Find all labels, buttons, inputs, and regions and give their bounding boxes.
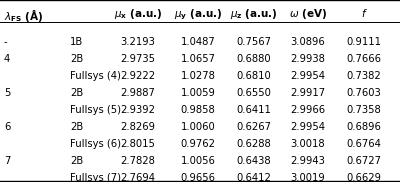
Text: 1.0056: 1.0056 xyxy=(180,156,216,166)
Text: 3.2193: 3.2193 xyxy=(120,37,156,47)
Text: 0.9762: 0.9762 xyxy=(180,139,216,149)
Text: 1.0487: 1.0487 xyxy=(181,37,215,47)
Text: Fullsys (7): Fullsys (7) xyxy=(70,173,121,182)
Text: -: - xyxy=(4,37,8,47)
Text: 2B: 2B xyxy=(70,54,83,64)
Text: 2.9954: 2.9954 xyxy=(290,122,326,132)
Text: $\mu_{\mathregular{z}}$ (a.u.): $\mu_{\mathregular{z}}$ (a.u.) xyxy=(230,7,278,21)
Text: 0.6288: 0.6288 xyxy=(237,139,271,149)
Text: 0.9111: 0.9111 xyxy=(346,37,382,47)
Text: 1.0060: 1.0060 xyxy=(181,122,215,132)
Text: 0.6629: 0.6629 xyxy=(346,173,382,182)
Text: 0.7666: 0.7666 xyxy=(346,54,382,64)
Text: 0.6896: 0.6896 xyxy=(346,122,382,132)
Text: $\omega$ (eV): $\omega$ (eV) xyxy=(289,7,327,21)
Text: 0.6550: 0.6550 xyxy=(236,88,272,98)
Text: 0.6727: 0.6727 xyxy=(346,156,382,166)
Text: 5: 5 xyxy=(4,88,10,98)
Text: 2B: 2B xyxy=(70,156,83,166)
Text: 2.7694: 2.7694 xyxy=(120,173,156,182)
Text: 1.0059: 1.0059 xyxy=(180,88,216,98)
Text: Fullsys (5): Fullsys (5) xyxy=(70,105,121,115)
Text: 2.9943: 2.9943 xyxy=(290,156,326,166)
Text: 2.9917: 2.9917 xyxy=(290,88,326,98)
Text: 6: 6 xyxy=(4,122,10,132)
Text: 3.0019: 3.0019 xyxy=(291,173,325,182)
Text: $\mu_{\mathregular{x}}$ (a.u.): $\mu_{\mathregular{x}}$ (a.u.) xyxy=(114,7,162,21)
Text: 2B: 2B xyxy=(70,88,83,98)
Text: 2.9392: 2.9392 xyxy=(120,105,156,115)
Text: 2.9954: 2.9954 xyxy=(290,71,326,81)
Text: 0.6411: 0.6411 xyxy=(236,105,272,115)
Text: 2.9966: 2.9966 xyxy=(290,105,326,115)
Text: 0.7358: 0.7358 xyxy=(347,105,381,115)
Text: $f$: $f$ xyxy=(360,7,368,19)
Text: 2.9938: 2.9938 xyxy=(290,54,326,64)
Text: 0.9656: 0.9656 xyxy=(180,173,216,182)
Text: 1.0657: 1.0657 xyxy=(180,54,216,64)
Text: 0.6412: 0.6412 xyxy=(236,173,272,182)
Text: 1B: 1B xyxy=(70,37,83,47)
Text: $\mu_{\mathregular{y}}$ (a.u.): $\mu_{\mathregular{y}}$ (a.u.) xyxy=(174,7,222,22)
Text: 3.0018: 3.0018 xyxy=(291,139,325,149)
Text: 2.8015: 2.8015 xyxy=(120,139,156,149)
Text: 2.9222: 2.9222 xyxy=(120,71,156,81)
Text: 0.7382: 0.7382 xyxy=(347,71,381,81)
Text: 2.8269: 2.8269 xyxy=(120,122,156,132)
Text: 0.6267: 0.6267 xyxy=(236,122,272,132)
Text: $\lambda_{\mathregular{FS}}$ (Å): $\lambda_{\mathregular{FS}}$ (Å) xyxy=(4,7,43,24)
Text: 3.0896: 3.0896 xyxy=(291,37,325,47)
Text: 4: 4 xyxy=(4,54,10,64)
Text: 0.6438: 0.6438 xyxy=(237,156,271,166)
Text: 2.9735: 2.9735 xyxy=(120,54,156,64)
Text: 1.0278: 1.0278 xyxy=(180,71,216,81)
Text: 0.6764: 0.6764 xyxy=(346,139,382,149)
Text: 2.7828: 2.7828 xyxy=(120,156,156,166)
Text: 7: 7 xyxy=(4,156,10,166)
Text: 2.9887: 2.9887 xyxy=(120,88,156,98)
Text: 2B: 2B xyxy=(70,122,83,132)
Text: 0.9858: 0.9858 xyxy=(181,105,215,115)
Text: 0.7603: 0.7603 xyxy=(347,88,381,98)
Text: 0.6810: 0.6810 xyxy=(237,71,271,81)
Text: Fullsys (6): Fullsys (6) xyxy=(70,139,121,149)
Text: 0.6880: 0.6880 xyxy=(237,54,271,64)
Text: Fullsys (4): Fullsys (4) xyxy=(70,71,121,81)
Text: 0.7567: 0.7567 xyxy=(236,37,272,47)
